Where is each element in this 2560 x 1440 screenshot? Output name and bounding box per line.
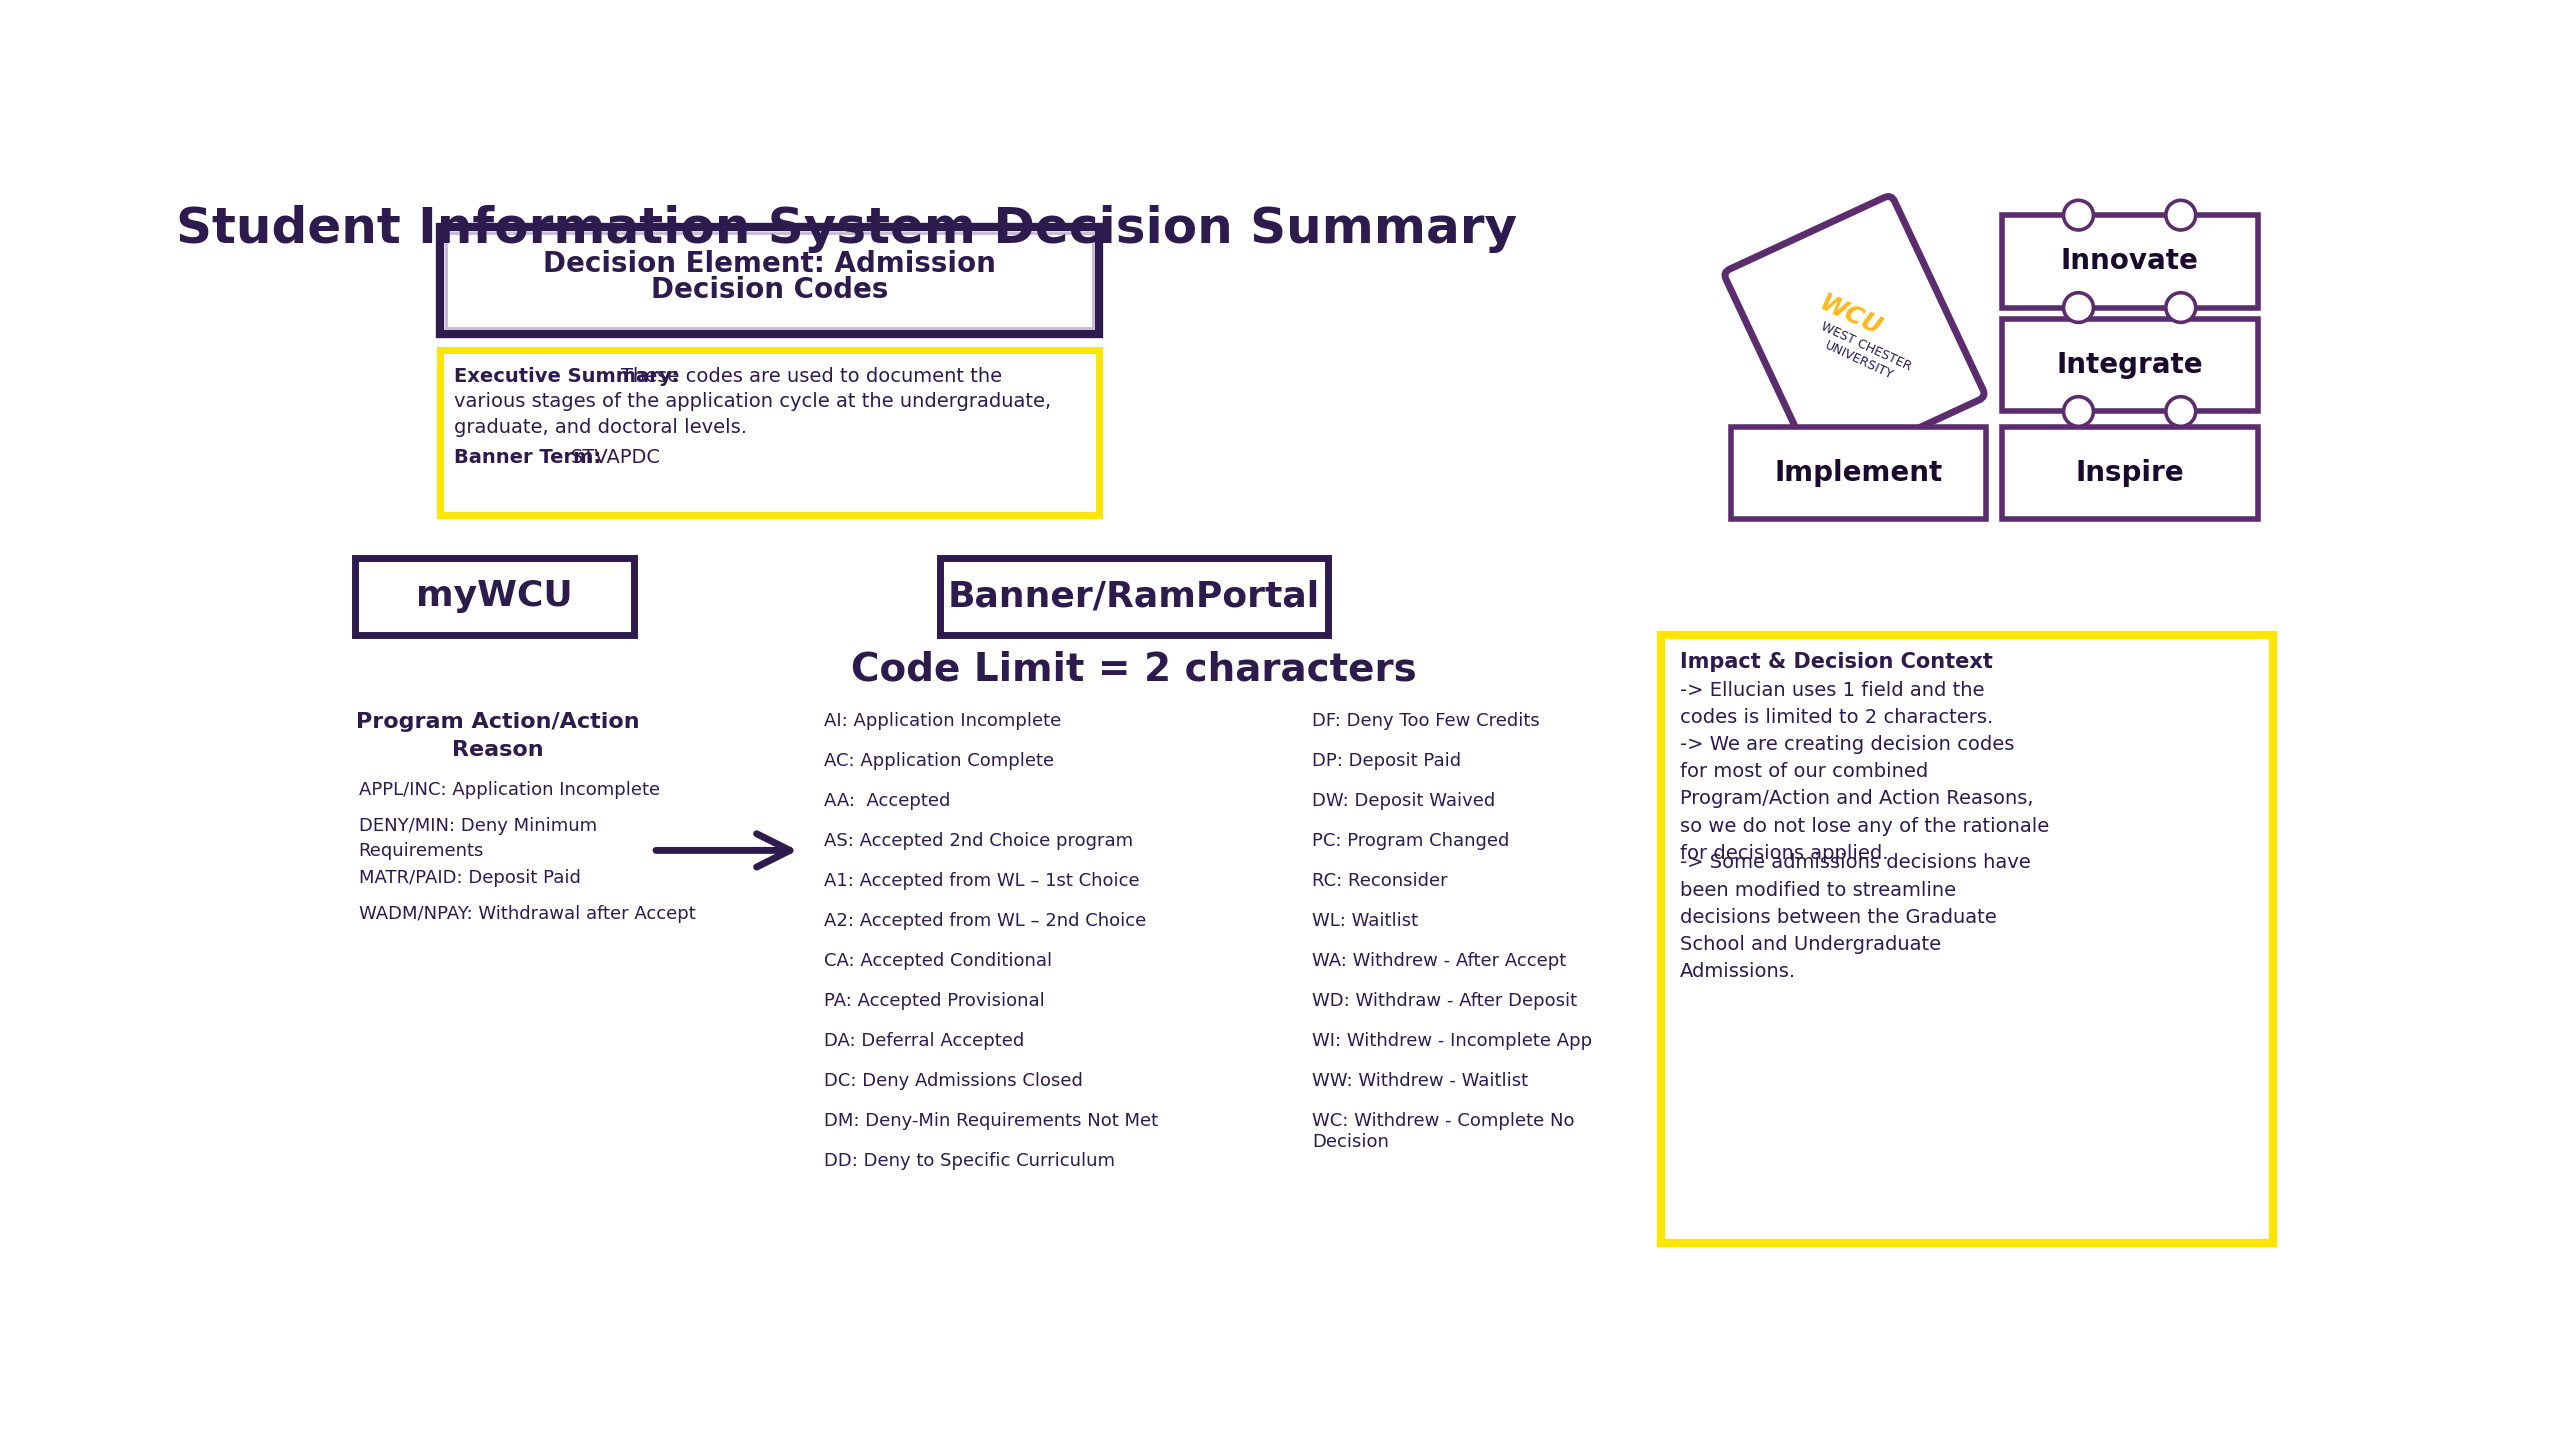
FancyBboxPatch shape bbox=[356, 557, 635, 635]
Text: Code Limit = 2 characters: Code Limit = 2 characters bbox=[850, 651, 1416, 688]
Text: AI: Application Incomplete: AI: Application Incomplete bbox=[824, 711, 1060, 730]
Text: DF: Deny Too Few Credits: DF: Deny Too Few Credits bbox=[1313, 711, 1539, 730]
Circle shape bbox=[2066, 399, 2092, 423]
Text: Student Information System Decision Summary: Student Information System Decision Summ… bbox=[177, 204, 1518, 253]
Circle shape bbox=[2066, 203, 2092, 228]
Text: DC: Deny Admissions Closed: DC: Deny Admissions Closed bbox=[824, 1073, 1083, 1090]
Text: DENY/MIN: Deny Minimum
Requirements: DENY/MIN: Deny Minimum Requirements bbox=[358, 818, 596, 860]
Text: DP: Deposit Paid: DP: Deposit Paid bbox=[1313, 752, 1462, 770]
Text: WCU: WCU bbox=[1815, 291, 1887, 340]
Text: Program Action/Action
Reason: Program Action/Action Reason bbox=[356, 711, 640, 760]
Text: Banner/RamPortal: Banner/RamPortal bbox=[947, 579, 1321, 613]
Text: STVAPDC: STVAPDC bbox=[571, 448, 660, 467]
Text: AC: Application Complete: AC: Application Complete bbox=[824, 752, 1055, 770]
Text: WI: Withdrew - Incomplete App: WI: Withdrew - Incomplete App bbox=[1313, 1032, 1592, 1050]
Text: various stages of the application cycle at the undergraduate,: various stages of the application cycle … bbox=[453, 392, 1052, 412]
Text: DW: Deposit Waived: DW: Deposit Waived bbox=[1313, 792, 1495, 809]
Text: Executive Summary:: Executive Summary: bbox=[453, 367, 678, 386]
FancyBboxPatch shape bbox=[445, 233, 1093, 328]
Text: CA: Accepted Conditional: CA: Accepted Conditional bbox=[824, 952, 1052, 971]
Circle shape bbox=[2168, 203, 2194, 228]
Text: Decision Element: Admission: Decision Element: Admission bbox=[543, 249, 996, 278]
Text: Implement: Implement bbox=[1774, 459, 1943, 487]
FancyBboxPatch shape bbox=[2002, 320, 2258, 412]
Text: DA: Deferral Accepted: DA: Deferral Accepted bbox=[824, 1032, 1024, 1050]
Text: Impact & Decision Context: Impact & Decision Context bbox=[1679, 652, 1994, 671]
Text: Integrate: Integrate bbox=[2056, 351, 2204, 379]
FancyBboxPatch shape bbox=[1725, 196, 1984, 472]
Text: -> We are creating decision codes
for most of our combined
Program/Action and Ac: -> We are creating decision codes for mo… bbox=[1679, 734, 2051, 863]
Text: WD: Withdraw - After Deposit: WD: Withdraw - After Deposit bbox=[1313, 992, 1577, 1009]
Text: DM: Deny-Min Requirements Not Met: DM: Deny-Min Requirements Not Met bbox=[824, 1112, 1157, 1130]
Text: myWCU: myWCU bbox=[415, 579, 573, 613]
Text: Innovate: Innovate bbox=[2061, 248, 2199, 275]
Text: Banner Term:: Banner Term: bbox=[453, 448, 602, 467]
Text: These codes are used to document the: These codes are used to document the bbox=[620, 367, 1001, 386]
Text: PA: Accepted Provisional: PA: Accepted Provisional bbox=[824, 992, 1044, 1009]
FancyBboxPatch shape bbox=[1661, 635, 2273, 1243]
Text: WADM/NPAY: Withdrawal after Accept: WADM/NPAY: Withdrawal after Accept bbox=[358, 906, 696, 923]
FancyBboxPatch shape bbox=[440, 350, 1098, 516]
Text: Decision Codes: Decision Codes bbox=[650, 276, 888, 304]
Text: graduate, and doctoral levels.: graduate, and doctoral levels. bbox=[453, 418, 748, 436]
FancyBboxPatch shape bbox=[2002, 215, 2258, 308]
Text: DD: Deny to Specific Curriculum: DD: Deny to Specific Curriculum bbox=[824, 1152, 1114, 1171]
Text: WC: Withdrew - Complete No
Decision: WC: Withdrew - Complete No Decision bbox=[1313, 1112, 1574, 1151]
Text: PC: Program Changed: PC: Program Changed bbox=[1313, 832, 1510, 850]
FancyBboxPatch shape bbox=[440, 226, 1098, 334]
Text: A2: Accepted from WL – 2nd Choice: A2: Accepted from WL – 2nd Choice bbox=[824, 912, 1147, 930]
Circle shape bbox=[2066, 295, 2092, 320]
Text: Inspire: Inspire bbox=[2076, 459, 2184, 487]
Text: WEST CHESTER
UNIVERSITY: WEST CHESTER UNIVERSITY bbox=[1812, 320, 1912, 387]
Text: WW: Withdrew - Waitlist: WW: Withdrew - Waitlist bbox=[1313, 1073, 1528, 1090]
Text: -> Some admissions decisions have
been modified to streamline
decisions between : -> Some admissions decisions have been m… bbox=[1679, 854, 2030, 982]
Text: -> Ellucian uses 1 field and the
codes is limited to 2 characters.: -> Ellucian uses 1 field and the codes i… bbox=[1679, 681, 1994, 727]
FancyBboxPatch shape bbox=[1731, 426, 1987, 520]
Circle shape bbox=[2168, 399, 2194, 423]
Circle shape bbox=[2168, 295, 2194, 320]
FancyBboxPatch shape bbox=[940, 557, 1329, 635]
Text: A1: Accepted from WL – 1st Choice: A1: Accepted from WL – 1st Choice bbox=[824, 873, 1139, 890]
Text: AS: Accepted 2nd Choice program: AS: Accepted 2nd Choice program bbox=[824, 832, 1134, 850]
Text: AA:  Accepted: AA: Accepted bbox=[824, 792, 950, 809]
FancyBboxPatch shape bbox=[2002, 426, 2258, 520]
Text: MATR/PAID: Deposit Paid: MATR/PAID: Deposit Paid bbox=[358, 868, 581, 887]
Text: RC: Reconsider: RC: Reconsider bbox=[1313, 873, 1446, 890]
Text: APPL/INC: Application Incomplete: APPL/INC: Application Incomplete bbox=[358, 780, 660, 799]
Text: WL: Waitlist: WL: Waitlist bbox=[1313, 912, 1418, 930]
Text: WA: Withdrew - After Accept: WA: Withdrew - After Accept bbox=[1313, 952, 1567, 971]
